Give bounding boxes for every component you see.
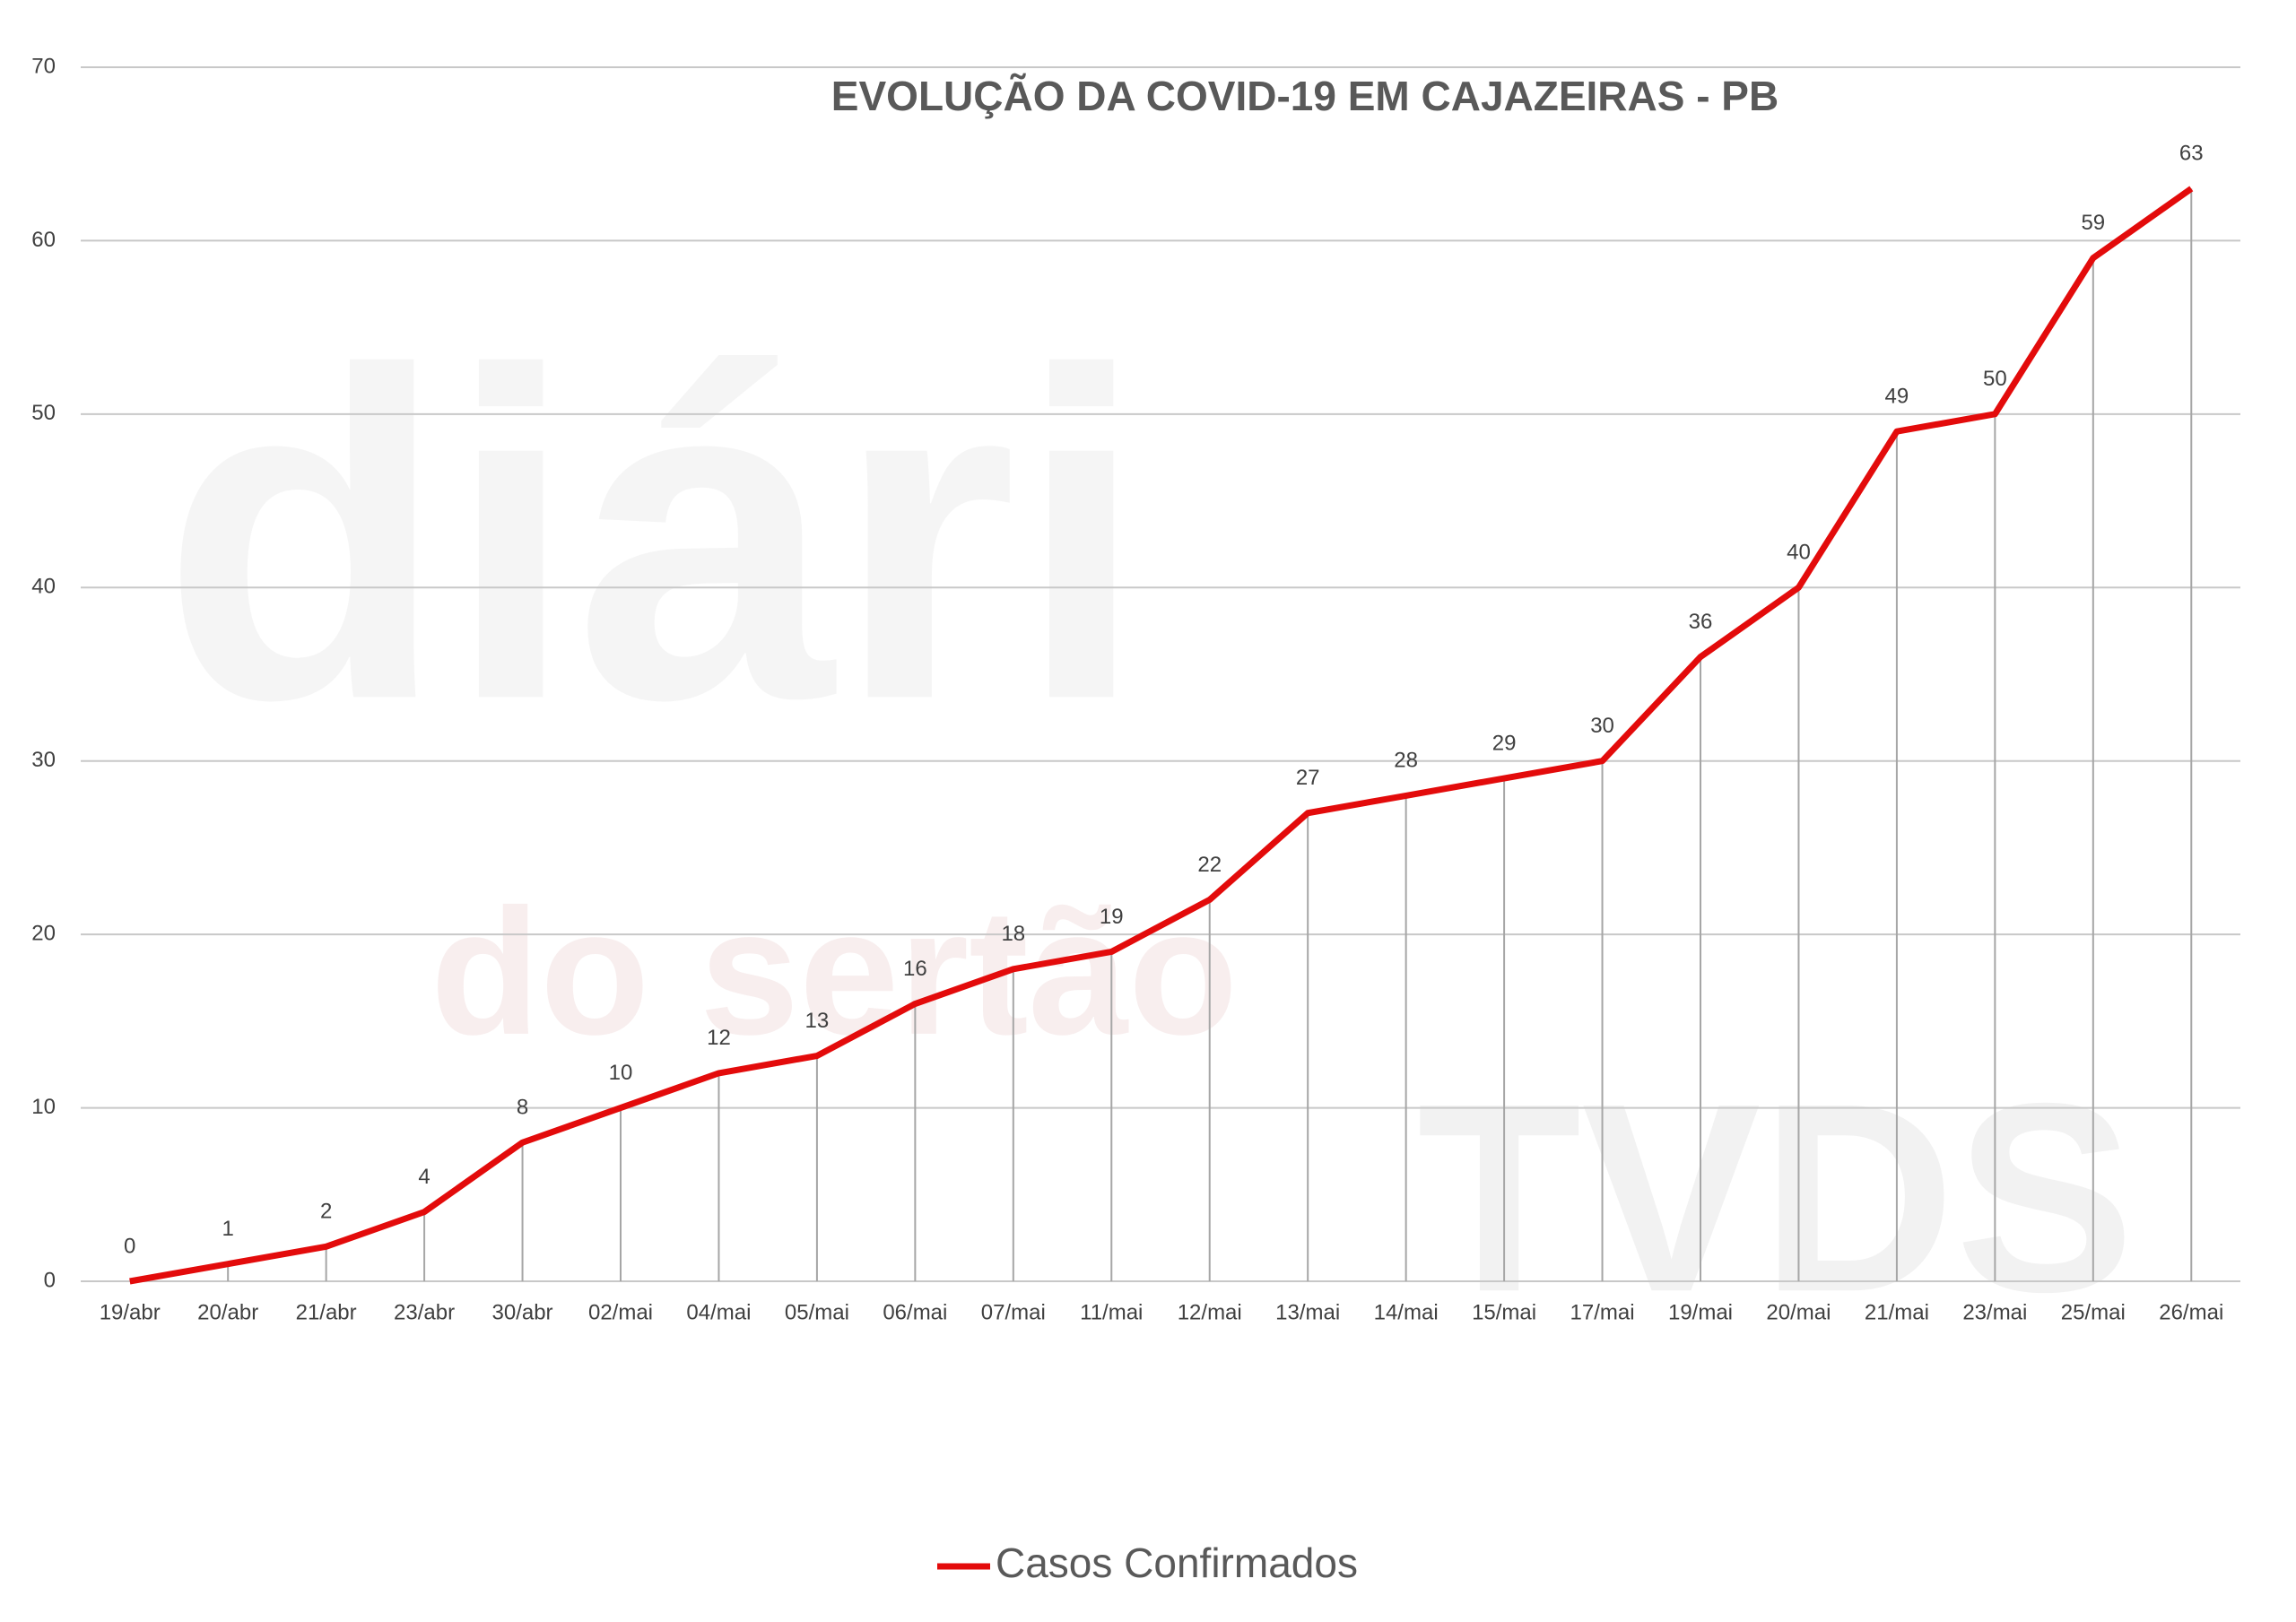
y-tick-label: 40 — [31, 575, 56, 599]
data-label: 36 — [1689, 610, 1713, 634]
x-tick-label: 05/mai — [785, 1300, 849, 1324]
series-line — [129, 186, 2194, 1285]
data-label: 27 — [1296, 766, 1320, 790]
data-label: 12 — [707, 1026, 731, 1050]
y-tick-label: 20 — [31, 921, 56, 945]
x-tick-label: 17/mai — [1570, 1300, 1635, 1324]
y-tick-label: 10 — [31, 1095, 56, 1119]
x-tick-label: 06/mai — [883, 1300, 947, 1324]
chart-title: EVOLUÇÃO DA COVID-19 EM CAJAZEIRAS - PB — [831, 73, 1779, 119]
data-label: 50 — [1983, 367, 2007, 391]
data-label: 63 — [2179, 142, 2204, 166]
data-label: 8 — [517, 1096, 528, 1120]
x-tick-label: 30/abr — [492, 1300, 553, 1324]
data-label: 40 — [1787, 541, 1811, 565]
x-tick-label: 07/mai — [981, 1300, 1046, 1324]
x-tick-label: 19/abr — [100, 1300, 161, 1324]
y-tick-label: 50 — [31, 401, 56, 425]
x-tick-label: 12/mai — [1178, 1300, 1242, 1324]
watermark-text: diári — [161, 275, 1146, 796]
x-tick-label: 13/mai — [1275, 1300, 1340, 1324]
data-label: 59 — [2081, 211, 2105, 235]
x-tick-label: 15/mai — [1472, 1300, 1536, 1324]
data-label: 22 — [1197, 853, 1222, 877]
data-label: 49 — [1885, 385, 1909, 409]
data-label: 4 — [418, 1165, 430, 1189]
data-label: 28 — [1394, 749, 1418, 773]
x-tick-label: 19/mai — [1668, 1300, 1733, 1324]
y-tick-label: 70 — [31, 54, 56, 78]
data-label: 10 — [609, 1061, 633, 1085]
watermark-text: do sertão — [430, 872, 1238, 1072]
x-tick-label: 21/mai — [1865, 1300, 1929, 1324]
x-tick-label: 23/mai — [1962, 1300, 2027, 1324]
data-label: 18 — [1001, 922, 1025, 946]
x-tick-label: 02/mai — [588, 1300, 653, 1324]
data-label: 2 — [320, 1200, 332, 1224]
legend-label: Casos Confirmados — [996, 1540, 1358, 1586]
x-tick-label: 11/mai — [1080, 1300, 1143, 1324]
x-tick-label: 25/mai — [2061, 1300, 2126, 1324]
data-label: 0 — [124, 1234, 135, 1258]
watermark: diári do sertão TVDS — [161, 275, 2135, 1348]
x-tick-label: 21/abr — [296, 1300, 357, 1324]
x-tick-label: 23/abr — [394, 1300, 455, 1324]
y-tick-label: 30 — [31, 748, 56, 772]
watermark-text: TVDS — [1417, 1046, 2135, 1348]
data-label: 1 — [222, 1217, 234, 1241]
x-tick-label: 14/mai — [1374, 1300, 1439, 1324]
data-label: 16 — [903, 957, 927, 981]
data-label: 30 — [1590, 714, 1614, 738]
y-tick-label: 60 — [31, 228, 56, 252]
x-tick-label: 04/mai — [686, 1300, 751, 1324]
x-tick-label: 26/mai — [2159, 1300, 2223, 1324]
x-tick-label: 20/abr — [197, 1300, 258, 1324]
data-label: 29 — [1492, 731, 1517, 755]
data-label: 19 — [1100, 905, 1124, 929]
y-tick-label: 0 — [44, 1268, 56, 1292]
data-label: 13 — [805, 1009, 830, 1033]
x-tick-label: 20/mai — [1766, 1300, 1831, 1324]
